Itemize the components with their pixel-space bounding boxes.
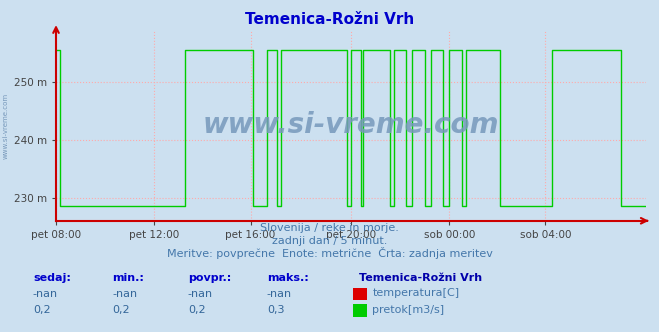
Text: www.si-vreme.com: www.si-vreme.com <box>203 111 499 139</box>
Text: 0,2: 0,2 <box>33 305 51 315</box>
Text: -nan: -nan <box>267 289 292 299</box>
Text: -nan: -nan <box>33 289 58 299</box>
Text: Temenica-Rožni Vrh: Temenica-Rožni Vrh <box>245 12 414 27</box>
Text: pretok[m3/s]: pretok[m3/s] <box>372 305 444 315</box>
Text: maks.:: maks.: <box>267 273 308 283</box>
Text: www.si-vreme.com: www.si-vreme.com <box>2 93 9 159</box>
Text: min.:: min.: <box>112 273 144 283</box>
Text: 0,2: 0,2 <box>112 305 130 315</box>
Text: temperatura[C]: temperatura[C] <box>372 288 459 298</box>
Text: povpr.:: povpr.: <box>188 273 231 283</box>
Text: Slovenija / reke in morje.: Slovenija / reke in morje. <box>260 223 399 233</box>
Text: Temenica-Rožni Vrh: Temenica-Rožni Vrh <box>359 273 482 283</box>
Text: -nan: -nan <box>188 289 213 299</box>
Text: -nan: -nan <box>112 289 137 299</box>
Text: sedaj:: sedaj: <box>33 273 71 283</box>
Text: 0,3: 0,3 <box>267 305 285 315</box>
Text: zadnji dan / 5 minut.: zadnji dan / 5 minut. <box>272 236 387 246</box>
Text: 0,2: 0,2 <box>188 305 206 315</box>
Text: Meritve: povprečne  Enote: metrične  Črta: zadnja meritev: Meritve: povprečne Enote: metrične Črta:… <box>167 247 492 259</box>
